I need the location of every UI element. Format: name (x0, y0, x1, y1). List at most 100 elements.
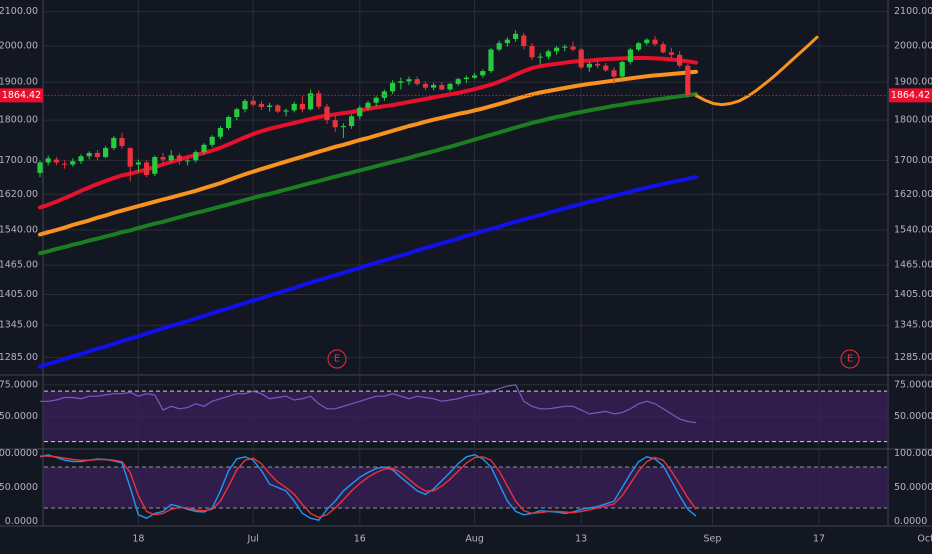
candle-body (595, 63, 601, 66)
earnings-marker[interactable]: E (327, 349, 347, 369)
price-tick-label: 1540.00 (0, 224, 38, 235)
candle-body (406, 79, 412, 82)
candle-body (529, 45, 535, 58)
time-tick-label: 17 (813, 534, 825, 545)
pane-frames (0, 0, 932, 527)
candle-body (586, 63, 592, 68)
candle-body (537, 56, 543, 58)
time-tick-label: 18 (132, 534, 144, 545)
stoch-axis: 100.0000 100.0000 50.0000 50.0000 0.0000 0.00… (0, 448, 932, 527)
candle-body (611, 70, 617, 77)
candle-body (70, 161, 76, 165)
candle-body (94, 152, 100, 158)
price-tick-label: 1405.00 (0, 289, 38, 300)
candle-body (677, 54, 683, 66)
time-tick-label: Jul (246, 534, 258, 545)
candle-body (357, 107, 363, 117)
candle-body (340, 126, 346, 128)
stoch-d-line (40, 455, 697, 519)
time-axis: 18Jul16Aug13Sep17Oct15Nov (132, 534, 932, 545)
candle-body (668, 52, 674, 55)
stoch-tick-label: 50.0000 (894, 482, 932, 493)
candle-body (209, 136, 215, 145)
candle-body (636, 43, 642, 50)
candle-body (627, 49, 633, 62)
rsi-tick-label: 75.0000 (894, 379, 932, 390)
candle-body (390, 82, 396, 92)
earnings-marker-label: E (847, 354, 853, 365)
earnings-marker-label: E (334, 354, 340, 365)
earnings-marker-circle[interactable] (840, 349, 860, 369)
candle-body (234, 109, 240, 118)
candle-body (652, 39, 658, 45)
stoch-tick-label: 100.0000 (0, 448, 38, 459)
stoch-tick-label: 0.0000 (894, 516, 927, 527)
candle-body (78, 156, 84, 162)
candle-body (472, 75, 478, 78)
time-tick-label: Oct (917, 534, 932, 545)
price-tick-label: 2000.00 (0, 40, 38, 51)
indicator-bands (44, 390, 887, 509)
rsi-band (44, 391, 887, 442)
candle-body (217, 128, 223, 137)
candle-body (349, 116, 355, 127)
stoch-k-line (39, 454, 697, 521)
last-price-label: 1864.42 (2, 90, 41, 101)
ma-blue-line (38, 175, 698, 369)
price-tick-label: 1345.00 (0, 320, 38, 331)
price-tick-label: 1465.00 (0, 260, 38, 271)
candle-body (242, 100, 248, 110)
candle-body (308, 93, 314, 110)
price-tick-label: 1700.00 (894, 155, 932, 166)
candle-body (414, 79, 420, 84)
candle-body (570, 46, 576, 50)
price-tick-label: 1900.00 (894, 77, 932, 88)
candle-body (398, 81, 404, 83)
candle-body (275, 105, 281, 112)
price-tick-label: 1800.00 (0, 115, 38, 126)
price-tick-label: 1540.00 (894, 224, 932, 235)
candle-body (176, 155, 182, 162)
candle-body (86, 152, 92, 157)
stoch-tick-label: 100.0000 (894, 448, 932, 459)
projection-curve (694, 35, 819, 107)
candle-body (619, 61, 625, 77)
candle-body (201, 144, 207, 153)
candle-body (373, 97, 379, 103)
candle-body (250, 100, 256, 105)
candle-body (603, 65, 609, 71)
ma-green-line (38, 92, 698, 256)
stoch-tick-label: 50.0000 (0, 482, 38, 493)
price-tick-label: 1800.00 (894, 115, 932, 126)
rsi-tick-label: 50.0000 (894, 411, 932, 422)
candle-body (160, 157, 166, 160)
candle-body (258, 103, 264, 107)
candle-body (488, 49, 494, 72)
candle-body (447, 83, 453, 90)
earnings-marker-circle[interactable] (327, 349, 347, 369)
candle-body (463, 77, 469, 80)
price-tick-label: 1620.00 (894, 189, 932, 200)
last-price-badge-left: 1864.42 (0, 88, 43, 103)
candle-body (37, 162, 43, 173)
candle-body (332, 120, 338, 128)
candle-body (496, 43, 502, 50)
time-tick-label: Aug (465, 534, 484, 545)
candle-body (283, 110, 289, 112)
price-tick-label: 2100.00 (0, 6, 38, 17)
candle-body (45, 158, 51, 163)
candle-body (644, 39, 650, 44)
last-price-label: 1864.42 (891, 90, 930, 101)
candle-body (291, 103, 297, 111)
price-tick-label: 1285.00 (894, 352, 932, 363)
candle-body (660, 44, 666, 53)
earnings-marker[interactable]: E (840, 349, 860, 369)
candle-body (111, 137, 117, 149)
candle-body (365, 102, 371, 108)
candle-body (316, 93, 322, 107)
price-tick-label: 2000.00 (894, 40, 932, 51)
candle-body (439, 85, 445, 90)
price-axis-left: 2100.00 2000.00 1900.00 1800.00 1700.00 1620.… (0, 6, 38, 363)
indicator-lines (39, 384, 697, 521)
